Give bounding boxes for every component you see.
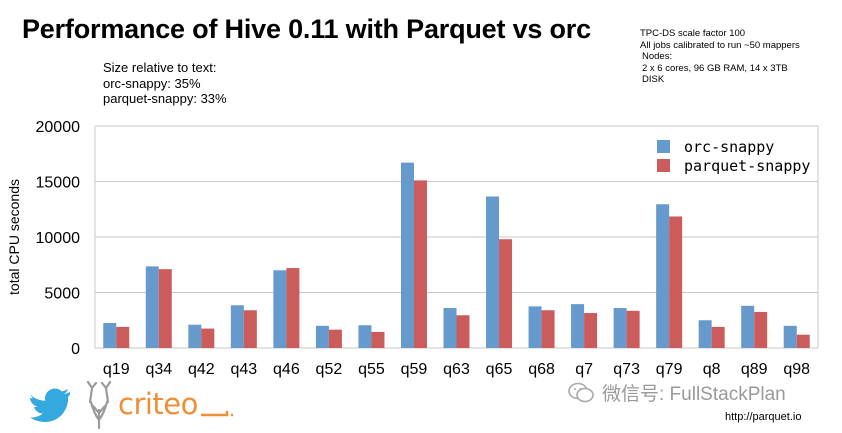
x-tick-label: q68	[528, 361, 555, 378]
y-tick-label: 15000	[36, 175, 81, 192]
bar-parquet-snappy-q43	[243, 310, 257, 348]
bar-orc-snappy-q59	[400, 162, 414, 348]
x-tick-label: q34	[145, 361, 172, 378]
bar-parquet-snappy-q19	[116, 326, 130, 348]
bar-parquet-snappy-q55	[371, 331, 385, 348]
bar-orc-snappy-q19	[103, 323, 117, 348]
bar-parquet-snappy-q98	[796, 334, 810, 348]
bar-orc-snappy-q52	[315, 325, 329, 348]
x-tick-label: q79	[656, 361, 683, 378]
info-line-4: 2 x 6 cores, 96 GB RAM, 14 x 3TB	[642, 62, 788, 74]
bar-orc-snappy-q63	[443, 308, 457, 348]
x-tick-label: q98	[783, 361, 810, 378]
bar-parquet-snappy-q46	[286, 268, 300, 348]
x-tick-label: q42	[188, 361, 215, 378]
wechat-label: 微信号: FullStackPlan	[602, 384, 786, 405]
bar-orc-snappy-q8	[698, 320, 712, 348]
bar-parquet-snappy-q59	[413, 180, 427, 348]
x-tick-label: q7	[575, 361, 593, 378]
legend-swatch	[657, 140, 670, 153]
bar-orc-snappy-q46	[273, 270, 287, 348]
bar-orc-snappy-q7	[571, 304, 585, 348]
twitter-bird-icon	[30, 388, 71, 422]
x-tick-label: q52	[316, 361, 343, 378]
bar-orc-snappy-q34	[145, 266, 159, 348]
info-line-3: Nodes:	[642, 51, 673, 62]
bar-orc-snappy-q68	[528, 306, 542, 348]
legend-label: orc-snappy	[684, 138, 774, 156]
bar-parquet-snappy-q63	[456, 315, 470, 348]
bar-orc-snappy-q42	[188, 324, 202, 348]
wechat-watermark: 微信号: FullStackPlan	[568, 379, 786, 406]
info-line-5: DISK	[642, 74, 665, 85]
x-tick-label: q8	[703, 361, 721, 378]
legend-swatch	[657, 159, 670, 172]
bar-parquet-snappy-q34	[158, 269, 172, 348]
y-tick-label: 10000	[36, 230, 81, 247]
size-note-heading: Size relative to text:	[103, 60, 217, 75]
y-tick-label: 20000	[36, 119, 81, 136]
bar-orc-snappy-q43	[230, 305, 244, 348]
bar-parquet-snappy-q7	[584, 313, 598, 348]
criteo-underline-icon	[200, 411, 233, 417]
x-tick-label: q46	[273, 361, 300, 378]
size-note: Size relative to text: orc-snappy: 35% p…	[103, 60, 227, 107]
bar-orc-snappy-q79	[656, 204, 670, 348]
x-tick-label: q63	[443, 361, 470, 378]
bar-parquet-snappy-q79	[669, 216, 683, 348]
y-tick-label: 0	[71, 341, 80, 358]
wechat-icon	[568, 382, 594, 402]
logo-area	[30, 380, 122, 430]
x-tick-label: q89	[741, 361, 768, 378]
x-tick-label: q65	[486, 361, 513, 378]
bar-orc-snappy-q98	[783, 325, 797, 348]
bar-orc-snappy-q89	[741, 305, 755, 348]
size-note-orc: orc-snappy: 35%	[103, 75, 201, 91]
bar-parquet-snappy-q73	[626, 310, 640, 348]
x-tick-label: q73	[613, 361, 640, 378]
bar-orc-snappy-q65	[486, 196, 500, 348]
bar-parquet-snappy-q8	[711, 326, 725, 348]
info-line-1: TPC-DS scale factor 100	[640, 28, 746, 39]
info-line-2: All jobs calibrated to run ~50 mappers	[640, 39, 800, 51]
y-axis-label: total CPU seconds	[6, 179, 22, 295]
chart-title: Performance of Hive 0.11 with Parquet vs…	[22, 14, 591, 44]
bar-parquet-snappy-q89	[754, 311, 768, 348]
benchmark-info: TPC-DS scale factor 100 All jobs calibra…	[640, 28, 800, 86]
bar-parquet-snappy-q42	[201, 328, 215, 348]
bar-orc-snappy-q55	[358, 325, 372, 348]
y-tick-label: 5000	[44, 286, 80, 303]
criteo-logo-text: criteo	[118, 387, 235, 421]
size-note-parquet: parquet-snappy: 33%	[103, 91, 227, 106]
legend-label: parquet-snappy	[684, 157, 810, 175]
footer-url: http://parquet.io	[725, 411, 802, 423]
criteo-label: criteo	[118, 387, 198, 421]
bar-parquet-snappy-q68	[541, 310, 555, 348]
x-tick-label: q59	[401, 361, 428, 378]
x-tick-label: q43	[231, 361, 258, 378]
x-tick-label: q55	[358, 361, 385, 378]
bar-parquet-snappy-q65	[499, 239, 513, 348]
x-tick-label: q19	[103, 361, 130, 378]
parquet-deer-logo-icon	[86, 380, 112, 430]
bar-orc-snappy-q73	[613, 308, 627, 348]
bar-parquet-snappy-q52	[328, 329, 342, 348]
